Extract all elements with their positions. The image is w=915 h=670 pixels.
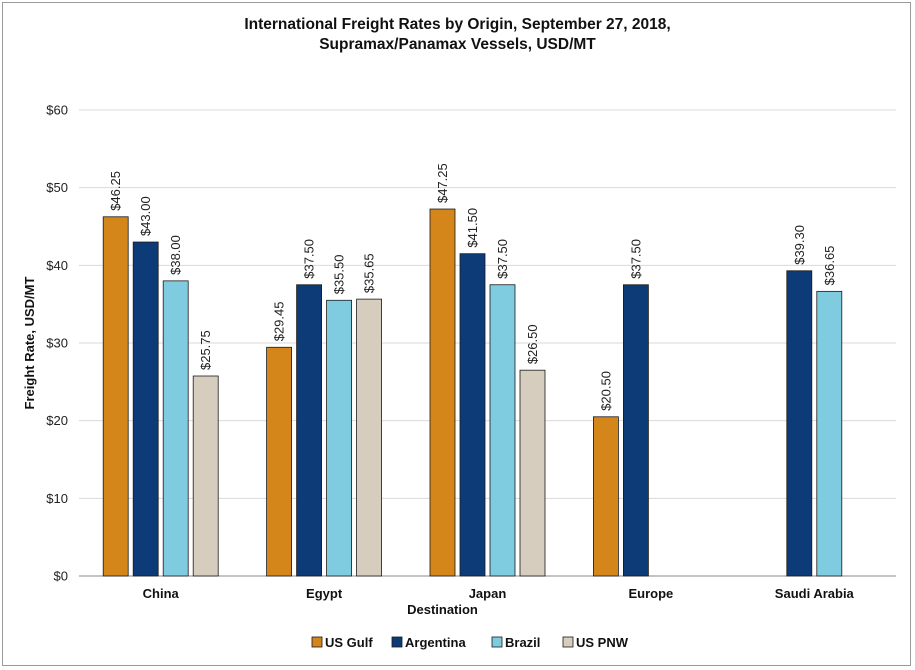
data-label: $39.30 [792, 225, 807, 265]
legend-label: Argentina [405, 635, 466, 650]
chart-title-line1: International Freight Rates by Origin, S… [244, 16, 671, 33]
chart-title-line2: Supramax/Panamax Vessels, USD/MT [319, 36, 596, 53]
data-label: $43.00 [138, 196, 153, 236]
data-label: $20.50 [598, 371, 613, 411]
legend-swatch [391, 636, 403, 648]
y-tick-label: $0 [54, 569, 68, 584]
bar [102, 216, 129, 577]
y-tick-label: $30 [46, 336, 68, 351]
bar [459, 253, 486, 577]
bar [192, 375, 219, 577]
data-label: $41.50 [465, 208, 480, 248]
bar [519, 369, 546, 577]
data-label: $35.65 [362, 253, 377, 293]
category-label: Saudi Arabia [775, 586, 855, 601]
x-axis-label: Destination [407, 602, 478, 617]
bar [296, 284, 323, 577]
y-axis-ticks: $0 $10 $20 $30 $40 $50 $60 [46, 103, 68, 584]
y-tick-label: $50 [46, 180, 68, 195]
data-label: $47.25 [435, 163, 450, 203]
legend-swatch [491, 636, 503, 648]
y-tick-label: $20 [46, 413, 68, 428]
data-label: $46.25 [108, 171, 123, 211]
bar [623, 284, 649, 577]
legend-label: Brazil [505, 635, 540, 650]
data-label: $35.50 [332, 255, 347, 295]
data-label: $36.65 [822, 246, 837, 286]
data-label: $37.50 [628, 239, 643, 279]
bar [429, 208, 456, 577]
legend-swatch [311, 636, 323, 648]
bar [132, 241, 159, 577]
category-label: Japan [469, 586, 507, 601]
x-axis-categories: China Egypt Japan Europe Saudi Arabia [143, 586, 855, 601]
y-tick-label: $40 [46, 258, 68, 273]
bar [816, 290, 843, 577]
data-label: $37.50 [495, 239, 510, 279]
y-tick-label: $60 [46, 103, 68, 118]
bars [102, 208, 843, 577]
bar [162, 280, 189, 577]
data-labels: $46.25 $43.00 $38.00 $25.75 $29.45 $37.50 $35.… [108, 163, 837, 411]
category-label: Egypt [306, 586, 343, 601]
bar [266, 346, 293, 577]
data-label: $26.50 [525, 324, 540, 364]
legend-swatch [562, 636, 574, 648]
category-label: Europe [629, 586, 674, 601]
y-axis-label: Freight Rate, USD/MT [22, 276, 37, 409]
data-label: $29.45 [272, 302, 287, 342]
category-label: China [143, 586, 180, 601]
legend-label: US PNW [576, 635, 629, 650]
bar [593, 416, 619, 577]
legend-label: US Gulf [325, 635, 373, 650]
bar [786, 270, 813, 577]
data-label: $25.75 [198, 330, 213, 370]
bar [326, 299, 353, 577]
bar [489, 284, 516, 577]
legend: US Gulf Argentina Brazil US PNW [311, 635, 629, 650]
data-label: $38.00 [168, 235, 183, 275]
y-tick-label: $10 [46, 491, 68, 506]
data-label: $37.50 [302, 239, 317, 279]
bar [356, 298, 383, 577]
